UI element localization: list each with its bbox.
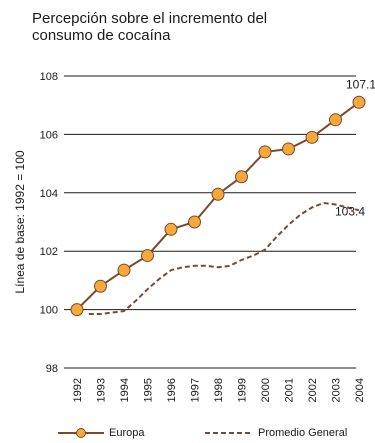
legend-label-europa: Europa [109,427,145,439]
y-tick-labels: 98 100 102 104 106 108 [40,71,58,375]
x-tick-1997: 1997 [190,378,202,402]
point-europa-2000 [258,145,272,159]
x-tick-1995: 1995 [143,378,155,402]
x-tick-1992: 1992 [72,378,84,402]
point-europa-1998 [211,187,225,201]
x-tick-2003: 2003 [331,378,343,402]
gridlines [64,75,356,369]
point-europa-2002 [305,130,319,144]
legend-item-europa: Europa [56,426,144,440]
data-label-promedio-2004: 103.4 [335,204,365,218]
y-tick-106: 106 [40,129,58,141]
x-tick-1998: 1998 [213,378,225,402]
x-tick-1999: 1999 [237,378,249,402]
legend-swatch-europa [58,428,104,438]
chart-title: Percepción sobre el incremento del consu… [32,10,362,44]
x-tick-1994: 1994 [119,378,131,402]
x-tick-2002: 2002 [307,378,319,402]
series-line-promedio-general [88,201,360,315]
point-europa-1997 [188,215,201,229]
point-europa-2003 [329,113,342,127]
x-tick-2004: 2004 [354,378,366,402]
y-tick-100: 100 [40,305,58,317]
legend-label-promedio: Promedio General [258,427,348,439]
chart-title-line-2: consumo de cocaína [32,27,171,44]
y-axis-label: Línea de base: 1992 = 100 [13,150,27,293]
legend-item-promedio: Promedio General [203,426,347,440]
y-tick-102: 102 [40,246,58,258]
x-tick-2001: 2001 [284,378,296,402]
point-europa-1996 [164,222,178,236]
x-tick-2000: 2000 [260,378,272,402]
chart-title-line-1: Percepción sobre el incremento del [32,10,268,27]
data-label-europa-2004: 107.1 [346,77,375,91]
x-tick-1996: 1996 [166,378,178,402]
point-europa-1995 [141,249,154,263]
point-europa-1993 [94,279,107,293]
point-europa-1992 [70,303,84,317]
y-tick-98: 98 [46,363,58,375]
y-tick-104: 104 [40,188,58,200]
legend-swatch-promedio [205,432,253,434]
point-europa-2001 [282,142,295,156]
point-europa-2004 [352,95,366,109]
data-labels: 107.1 103.4 [335,77,375,218]
point-europa-1999 [235,170,248,184]
y-tick-108: 108 [40,71,58,83]
legend: Europa Promedio General [0,426,375,442]
x-tick-labels: 1992 1993 1994 1995 1996 1997 1998 1999 2000 2001… [72,378,366,402]
point-europa-1994 [117,263,131,277]
x-tick-1993: 1993 [96,378,108,402]
series-layer [70,95,366,317]
